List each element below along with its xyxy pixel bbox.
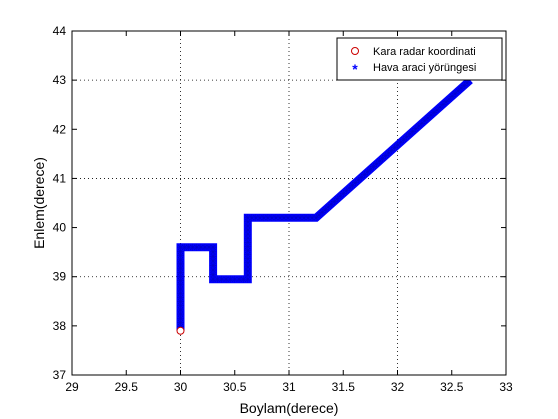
x-tick-label: 32.5 xyxy=(440,380,464,394)
y-tick-label: 39 xyxy=(53,270,67,284)
y-tick-label: 43 xyxy=(53,73,67,87)
legend: Kara radar koordinati * Hava araci yörün… xyxy=(337,38,502,80)
legend-label-radar: Kara radar koordinati xyxy=(373,46,476,58)
legend-label-trajectory: Hava araci yörüngesi xyxy=(373,62,476,74)
y-axis-label: Enlem(derece) xyxy=(31,157,47,249)
x-tick-label: 29.5 xyxy=(115,380,139,394)
x-tick-label: 32 xyxy=(391,380,405,394)
y-tick-label: 40 xyxy=(53,221,67,235)
y-tick-label: 42 xyxy=(53,122,67,136)
y-tick-label: 44 xyxy=(53,24,67,38)
x-tick-label: 31 xyxy=(282,380,296,394)
legend-asterisk-marker: * xyxy=(352,61,358,77)
x-tick-label: 30.5 xyxy=(223,380,247,394)
y-tick-label: 38 xyxy=(53,319,67,333)
x-tick-label: 33 xyxy=(499,380,513,394)
x-tick-label: 29 xyxy=(65,380,79,394)
x-tick-label: 30 xyxy=(174,380,188,394)
radar-point xyxy=(177,327,184,334)
x-tick-label: 31.5 xyxy=(332,380,356,394)
y-tick-label: 41 xyxy=(53,171,67,185)
x-axis-label: Boylam(derece) xyxy=(240,400,339,416)
y-tick-label: 37 xyxy=(53,368,67,382)
